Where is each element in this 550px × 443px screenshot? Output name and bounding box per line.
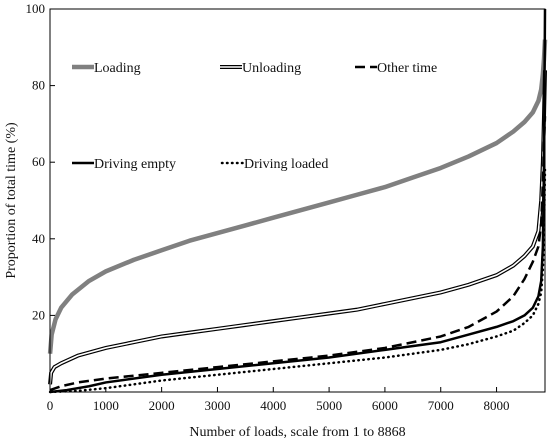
legend-item: Driving empty (72, 157, 176, 172)
x-tick-label: 1000 (93, 398, 119, 413)
x-tick-label: 0 (47, 398, 54, 413)
legend: Loading Unloading Other time Driving empty D… (72, 61, 437, 172)
plot-frame (49, 8, 546, 393)
legend-item: Driving loaded (220, 157, 328, 172)
x-axis-ticks: 0 1000 2000 3000 4000 5000 6000 7000 8000 (47, 387, 510, 413)
y-tick-label: 40 (32, 231, 45, 246)
series-lines (47, 8, 548, 394)
y-axis-title: Proportion of total time (%) (4, 122, 19, 279)
legend-label: Driving empty (94, 157, 176, 172)
legend-label: Driving loaded (244, 157, 328, 172)
x-tick-label: 3000 (204, 398, 230, 413)
x-axis-title: Number of loads, scale from 1 to 8868 (189, 425, 405, 440)
x-tick-label: 5000 (316, 398, 342, 413)
series-line-driving-loaded (48, 168, 547, 394)
legend-label: Loading (94, 61, 141, 76)
y-tick-label: 60 (32, 154, 45, 169)
x-tick-label: 4000 (260, 398, 286, 413)
y-axis-ticks: 20 40 60 80 100 (26, 1, 55, 322)
series-line-other-time (49, 116, 547, 392)
y-tick-label: 20 (32, 307, 45, 322)
series-line-unloading (48, 70, 547, 385)
x-tick-label: 2000 (149, 398, 175, 413)
x-tick-label: 8000 (484, 398, 510, 413)
y-tick-label: 80 (32, 78, 45, 93)
series-line-loading (47, 39, 548, 354)
legend-label: Other time (377, 61, 437, 76)
series-line-inner (49, 70, 546, 385)
x-tick-label: 6000 (372, 398, 398, 413)
x-tick-label: 7000 (428, 398, 454, 413)
series-line-driving-empty (49, 8, 547, 394)
legend-item: Loading (72, 61, 141, 76)
legend-item: Unloading (220, 61, 301, 76)
legend-label: Unloading (242, 61, 301, 76)
y-tick-label: 100 (26, 1, 46, 16)
legend-item: Other time (355, 61, 437, 76)
